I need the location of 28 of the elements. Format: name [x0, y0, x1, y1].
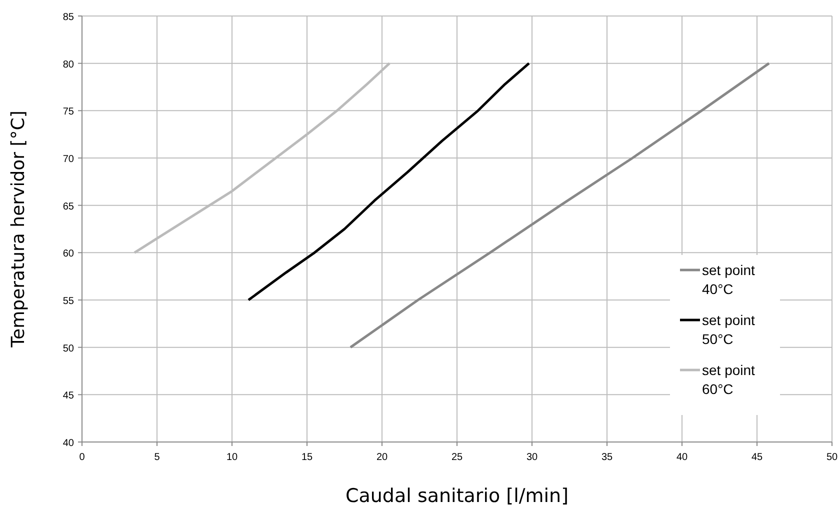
x-tick-label: 10: [226, 452, 238, 463]
line-series: [349, 62, 770, 349]
x-tick-label: 5: [154, 452, 160, 463]
y-axis-title: Temperatura hervidor [°C]: [8, 110, 29, 348]
y-tick-label: 50: [62, 343, 74, 354]
y-tick-label: 60: [62, 248, 74, 260]
y-tick-label: 65: [62, 201, 74, 212]
x-tick-label: 15: [301, 452, 313, 463]
y-tick-label: 45: [62, 390, 74, 402]
x-tick-label: 25: [451, 452, 463, 463]
x-tick-label: 20: [376, 452, 388, 463]
line-series: [247, 62, 530, 302]
legend-label: set point 60°C: [702, 362, 756, 397]
x-tick-label: 0: [79, 452, 86, 463]
x-tick-label: 40: [676, 452, 688, 463]
x-tick-label: 50: [826, 452, 838, 463]
y-tick-label: 55: [62, 296, 74, 307]
x-tick-label: 35: [601, 452, 613, 463]
y-tick-label: 70: [62, 154, 74, 165]
x-tick-label: 45: [751, 452, 763, 463]
x-tick-label: 30: [526, 452, 538, 463]
legend-label: set point 40°C: [702, 262, 756, 297]
y-tick-label: 80: [62, 59, 74, 70]
y-tick-label: 40: [62, 438, 74, 449]
y-tick-label: 85: [62, 12, 74, 23]
legend-label: set point 50°C: [702, 312, 756, 347]
y-tick-label: 75: [62, 106, 74, 118]
x-axis-title: Caudal sanitario [l/min]: [345, 485, 569, 507]
